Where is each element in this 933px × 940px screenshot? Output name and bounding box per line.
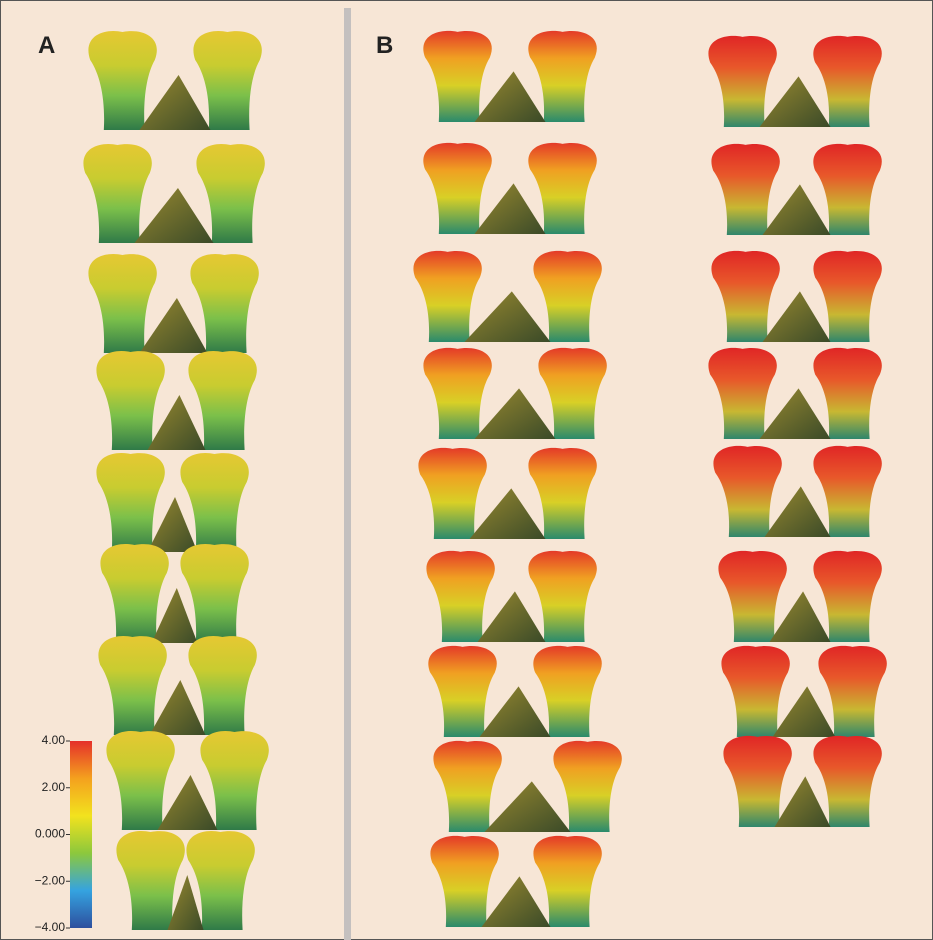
colorbar-tick-label: 2.00 bbox=[42, 780, 66, 794]
colorbar-bar bbox=[70, 741, 92, 928]
panel-label: A bbox=[38, 32, 55, 59]
panel-label: B bbox=[376, 32, 393, 59]
colorbar-tick-label: −2.00 bbox=[35, 873, 66, 887]
colorbar-tick-label: 0.000 bbox=[35, 827, 65, 841]
figure: A B 4.00 2.00 0.000 −2.00 −4.00 bbox=[0, 0, 933, 940]
colorbar-tick-label: 4.00 bbox=[42, 733, 66, 747]
colorbar-tick-label: −4.00 bbox=[35, 920, 66, 934]
divider bbox=[344, 8, 351, 940]
